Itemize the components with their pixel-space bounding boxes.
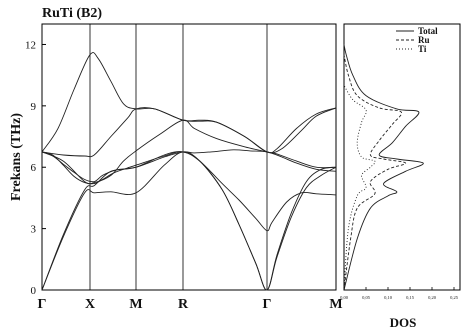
dos-curve-total bbox=[343, 44, 424, 291]
dos-x-axis-label: DOS bbox=[390, 315, 417, 330]
x-tick-label: Γ bbox=[38, 297, 47, 312]
x-tick-label: Γ bbox=[263, 297, 272, 312]
dos-x-ticks: 0,00 0,05 0,10 0,15 0,20 0,25 bbox=[340, 287, 459, 301]
dos-x-tick-label: 0,00 bbox=[340, 295, 349, 301]
legend-label: Total bbox=[418, 26, 438, 36]
phonon-branch bbox=[41, 119, 337, 185]
phonon-branch bbox=[41, 107, 337, 158]
dos-x-tick-label: 0,10 bbox=[384, 295, 393, 301]
x-tick-label: M bbox=[129, 297, 142, 312]
dos-x-tick-label: 0,25 bbox=[450, 295, 459, 301]
dos-x-tick-label: 0,15 bbox=[406, 295, 415, 301]
phonon-branch bbox=[41, 151, 337, 291]
phonon-branches bbox=[41, 52, 337, 291]
phonon-branch bbox=[41, 149, 337, 291]
y-tick-label: 0 bbox=[31, 285, 37, 297]
dos-curve-ru bbox=[343, 54, 407, 291]
x-tick-label: X bbox=[85, 297, 95, 312]
y-tick-label: 12 bbox=[25, 39, 36, 51]
y-tick-label: 3 bbox=[31, 224, 37, 236]
y-axis-label: Frekans (THz) bbox=[9, 113, 24, 201]
kpoint-lines bbox=[89, 24, 268, 290]
legend-label: Ru bbox=[418, 35, 430, 45]
legend-label: Ti bbox=[418, 44, 427, 54]
dos-curves bbox=[343, 44, 424, 291]
phonon-branch bbox=[41, 52, 337, 154]
phonon-branch bbox=[41, 151, 337, 291]
dispersion-panel: RuTi (B2) 0 3 6 9 12 Γ X M R Γ M Frekans (THz) bbox=[9, 6, 343, 312]
y-tick-label: 6 bbox=[31, 162, 37, 174]
x-tick-label: M bbox=[329, 297, 342, 312]
dos-x-tick-label: 0,05 bbox=[362, 295, 371, 301]
dos-frame bbox=[343, 23, 461, 291]
dos-curve-ti bbox=[343, 85, 376, 291]
chart-title: RuTi (B2) bbox=[42, 6, 102, 21]
x-tick-label: R bbox=[178, 297, 189, 312]
y-ticks: 0 3 6 9 12 bbox=[25, 39, 46, 297]
dos-x-tick-label: 0,20 bbox=[428, 295, 437, 301]
dispersion-frame bbox=[41, 23, 337, 291]
y-tick-label: 9 bbox=[31, 101, 37, 113]
